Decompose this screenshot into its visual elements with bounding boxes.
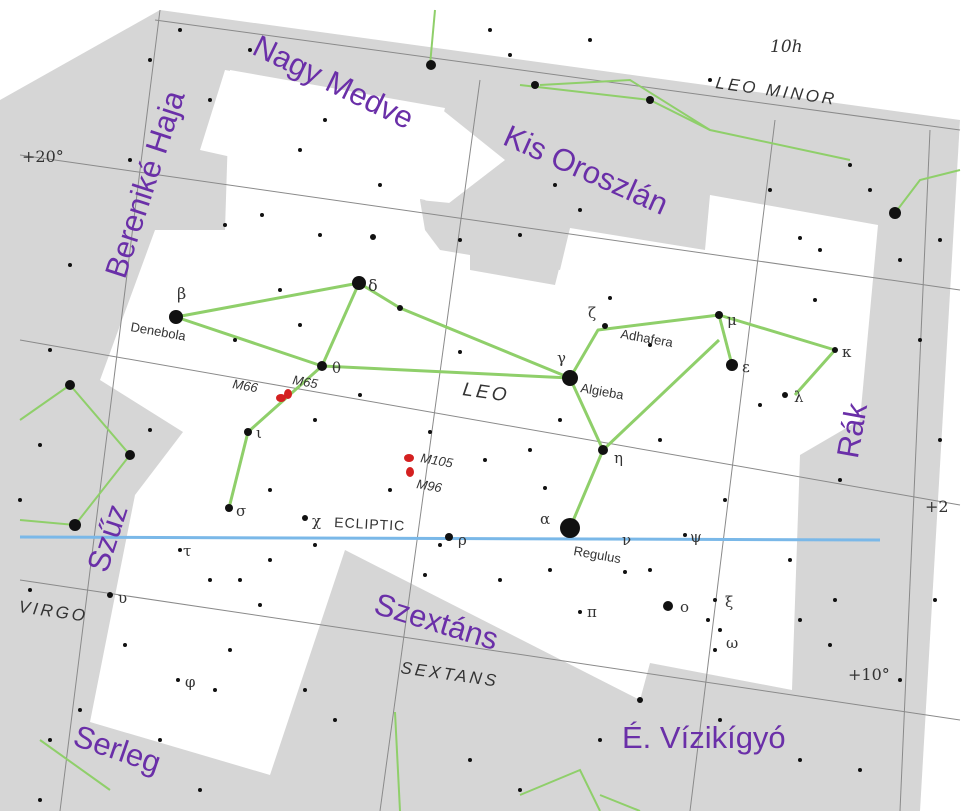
regulus-star <box>560 518 580 538</box>
xi-label: ξ <box>725 593 733 611</box>
m66-label: M66 <box>231 376 259 395</box>
dec-plus20-left-label: +20° <box>22 147 64 166</box>
omicron-star <box>663 601 673 611</box>
label-hydra: É. Vízikígyó <box>622 720 786 755</box>
m65-label: M65 <box>291 372 319 391</box>
pi-label: π <box>587 603 597 621</box>
denebola-star <box>169 310 183 324</box>
deep-sky-objects <box>276 389 414 477</box>
zeta-label: ζ <box>588 304 596 322</box>
m96-label: M96 <box>415 476 443 495</box>
iota-star <box>244 428 252 436</box>
algieba-star <box>562 370 578 386</box>
leo-minor-star <box>531 81 539 89</box>
rho-label: ρ <box>458 531 467 549</box>
nu-label: ν <box>622 531 631 549</box>
chart-sheet <box>0 9 961 811</box>
leo-minor-notch-2 <box>470 250 560 285</box>
chi-star <box>302 515 308 521</box>
m66-galaxy <box>276 394 286 402</box>
theta-label: θ <box>332 359 341 377</box>
mu-label: μ <box>727 311 737 329</box>
sigma-label: σ <box>236 502 246 520</box>
cancer-star <box>889 207 901 219</box>
omicron-label: o <box>680 598 689 616</box>
tau-label: τ <box>183 542 191 560</box>
omega-label: ω <box>726 634 738 652</box>
sigma-star <box>225 504 233 512</box>
gamma-label: γ <box>557 349 566 367</box>
dec-plus10-label: +10° <box>848 665 890 684</box>
theta-star <box>317 361 327 371</box>
epsilon-star <box>726 359 738 371</box>
alpha-label: α <box>540 510 550 528</box>
kappa-label: κ <box>842 343 852 361</box>
delta-label: δ <box>368 276 378 295</box>
ra-10h-label: 10h <box>770 37 803 57</box>
virgo-star-2 <box>125 450 135 460</box>
epsilon-label: ε <box>742 358 750 376</box>
lambda-label: λ <box>794 388 804 406</box>
m105-label: M105 <box>419 450 454 471</box>
m65-galaxy <box>284 389 292 399</box>
virgo-star-3 <box>69 519 81 531</box>
phi-label: φ <box>185 673 196 691</box>
kappa-star <box>832 347 838 353</box>
ecliptic-label: ECLIPTIC <box>334 514 406 534</box>
upsilon-label: υ <box>118 589 127 607</box>
lambda-star <box>782 392 788 398</box>
neighbor-figure-lines <box>19 9 961 811</box>
leo-region-north <box>200 70 505 210</box>
chi-label: χ <box>312 512 321 530</box>
ursa-major-star <box>426 60 436 70</box>
m96-galaxy <box>406 467 414 477</box>
delta-star <box>352 276 366 290</box>
leo-minor-star-2 <box>646 96 654 104</box>
m105-galaxy <box>404 454 414 462</box>
beta-label: β <box>177 284 186 303</box>
eta-label: η <box>614 449 623 467</box>
eta-star <box>598 445 608 455</box>
coordinate-grid <box>19 9 961 811</box>
label-cancer: Rák <box>830 400 875 461</box>
zeta-star <box>602 323 608 329</box>
virgo-star <box>65 380 75 390</box>
psi-label: ψ <box>690 528 702 546</box>
bright-stars <box>65 60 901 611</box>
iota-label: ι <box>256 424 262 442</box>
rho-star <box>445 533 453 541</box>
faint-stars <box>18 28 942 802</box>
dec-plus20-right-label: +2 <box>925 497 949 516</box>
leo-region <box>90 70 878 775</box>
mu-star <box>715 311 723 319</box>
